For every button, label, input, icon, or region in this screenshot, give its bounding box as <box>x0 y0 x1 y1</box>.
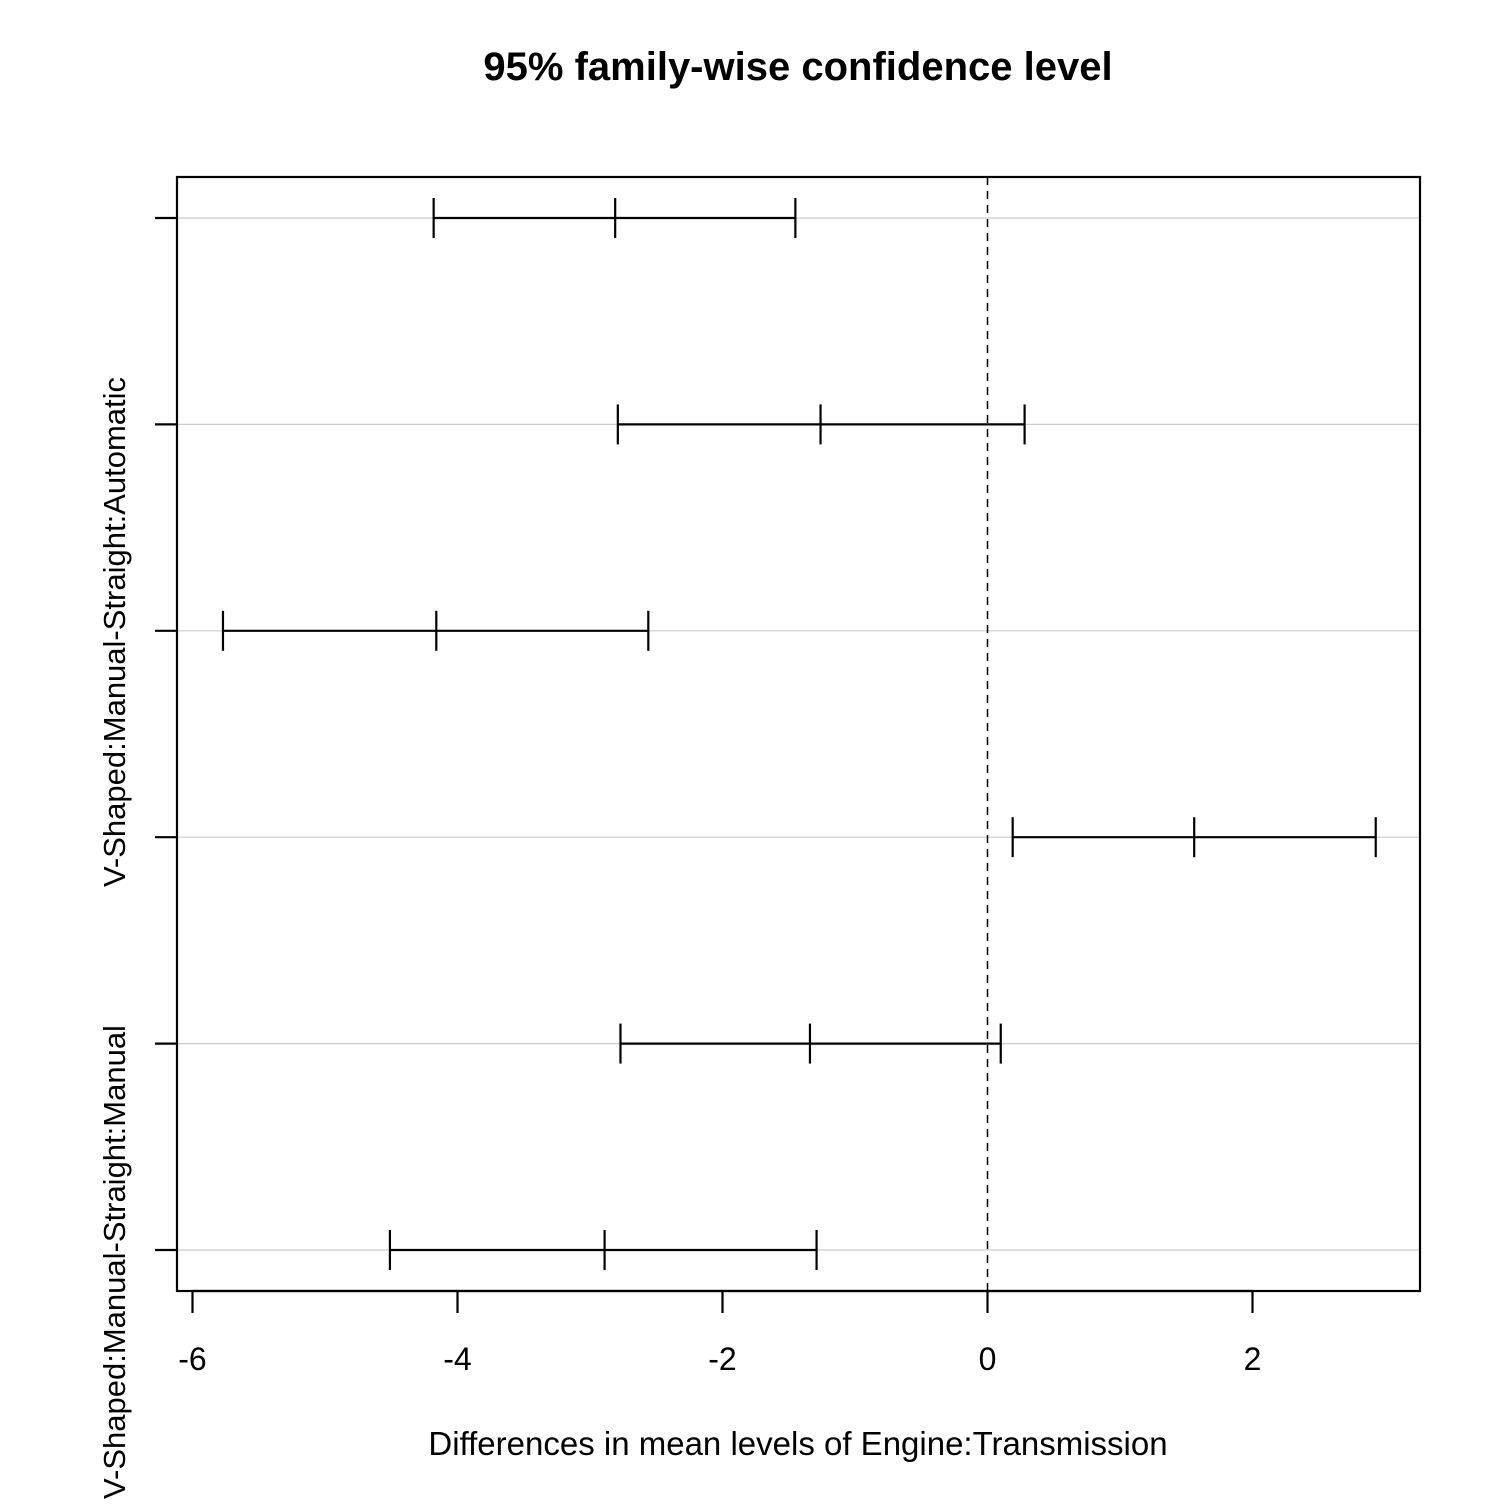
interval-row <box>388 1230 818 1270</box>
x-tick-label: -6 <box>178 1341 206 1377</box>
chart-title: 95% family-wise confidence level <box>483 45 1112 89</box>
y-axis <box>155 216 177 1252</box>
interval-series <box>221 198 1377 1270</box>
x-tick-label: -2 <box>708 1341 736 1377</box>
x-tick-label: -4 <box>443 1341 471 1377</box>
x-axis-label: Differences in mean levels of Engine:Tra… <box>428 1425 1167 1462</box>
y-label-1: V-Shaped:Manual-Straight:Automatic <box>97 377 132 887</box>
interval-row <box>221 610 650 651</box>
plot-frame <box>175 175 1422 1293</box>
interval-row <box>616 404 1026 445</box>
interval-row <box>432 198 797 238</box>
interval-row <box>619 1023 1002 1064</box>
interval-row <box>1011 817 1377 858</box>
x-tick-label: 2 <box>1244 1341 1262 1377</box>
y-label-2: V-Shaped:Manual-Straight:Manual <box>97 1025 132 1499</box>
x-axis: -6 -4 -2 0 2 <box>178 1289 1262 1377</box>
x-tick-label: 0 <box>979 1341 997 1377</box>
grid-lines <box>177 217 1420 1251</box>
